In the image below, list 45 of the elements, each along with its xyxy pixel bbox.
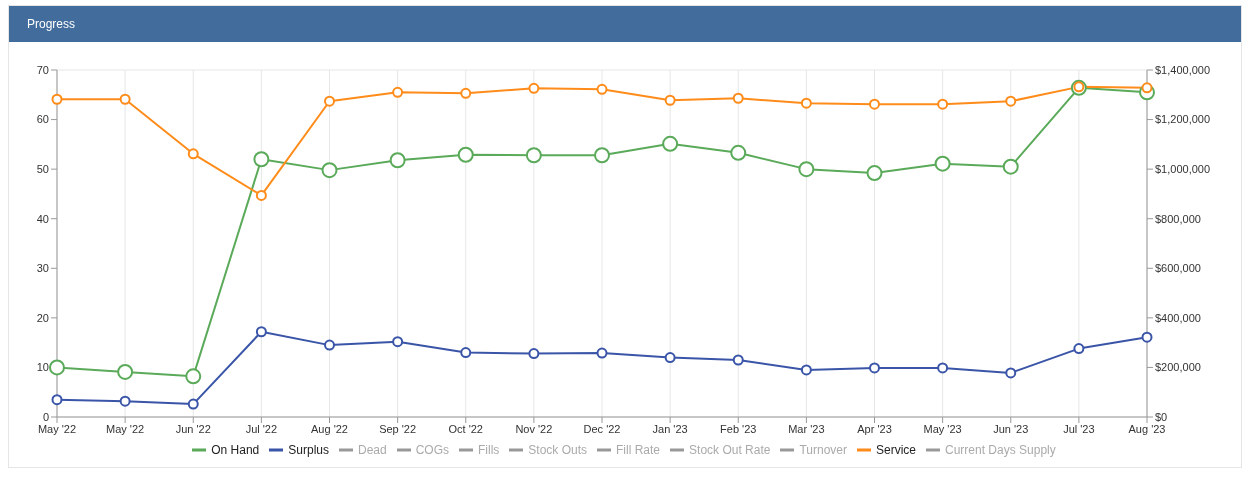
x-tick-label: May '22 [106,422,145,435]
x-tick-label: Dec '22 [583,422,621,435]
y-tick-label: 0 [42,410,49,423]
x-tick-label: Jun '23 [993,422,1029,435]
y2-tick-label: $800,000 [1155,212,1201,225]
chart-title: Progress [9,6,1241,42]
legend-label: Stock Outs [527,443,588,457]
y-tick-label: 20 [36,311,49,324]
legend-label: Fills [477,443,500,457]
y-tick-label: 30 [36,262,49,275]
x-tick-label: Oct '22 [448,422,484,435]
legend-label: Current Days Supply [944,443,1056,457]
y2-tick-label: $200,000 [1155,361,1201,374]
y2-tick-label: $1,400,000 [1155,63,1211,76]
y2-tick-label: $1,000,000 [1155,163,1211,176]
legend-label: Service [875,443,917,457]
y2-tick-label: $1,200,000 [1155,113,1211,126]
y-tick-label: 10 [36,361,49,374]
x-tick-label: Sep '22 [379,422,417,435]
y-tick-label: 50 [36,163,49,176]
legend-label: Dead [357,443,387,457]
x-tick-label: Feb '23 [720,422,757,435]
x-tick-label: Jan '23 [652,422,688,435]
x-tick-label: May '22 [37,422,77,435]
x-tick-label: Mar '23 [788,422,825,435]
x-tick-label: Aug '22 [311,422,348,435]
x-tick-label: Jul '23 [1063,422,1095,435]
x-tick-label: Nov '22 [515,422,553,435]
legend-label: Turnover [798,443,847,457]
y2-tick-label: $400,000 [1155,311,1201,324]
x-tick-label: Jun '22 [175,422,211,435]
y-tick-label: 60 [36,113,49,126]
legend-label: Fill Rate [615,443,661,457]
legend-label: Stock Out Rate [688,443,771,457]
x-tick-label: Apr '23 [857,422,892,435]
x-tick-label: Jul '22 [245,422,278,435]
y-tick-label: 70 [36,63,49,76]
x-tick-label: May '23 [923,422,962,435]
y-tick-label: 40 [36,212,49,225]
legend-label: COGs [414,443,450,457]
x-tick-label: Aug '23 [1128,422,1166,435]
legend-label: Surplus [287,443,329,457]
y2-tick-label: $0 [1155,410,1168,423]
legend-label: On Hand [210,443,260,457]
y2-tick-label: $600,000 [1155,262,1201,275]
